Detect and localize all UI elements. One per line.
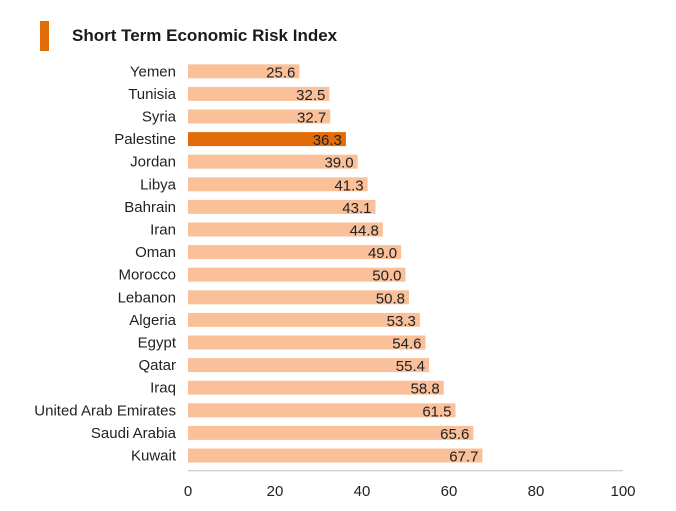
value-label: 49.0 — [368, 245, 397, 262]
value-label: 67.7 — [449, 449, 478, 466]
x-tick-label: 20 — [267, 483, 284, 500]
bar-jordan — [188, 154, 358, 169]
bar-yemen — [188, 64, 300, 79]
value-label: 50.0 — [372, 268, 401, 285]
x-tick-label: 100 — [610, 483, 635, 500]
bar-qatar — [188, 358, 429, 373]
category-label: Lebanon — [118, 289, 176, 306]
category-label: Oman — [135, 244, 176, 261]
x-tick-label: 80 — [528, 483, 545, 500]
bar-saudi-arabia — [188, 425, 474, 440]
value-label: 61.5 — [422, 403, 451, 420]
bar-iran — [188, 222, 383, 237]
category-label: Iraq — [150, 380, 176, 397]
value-label: 53.3 — [387, 313, 416, 330]
bar-bahrain — [188, 199, 376, 214]
category-label: Syria — [142, 109, 177, 126]
category-label: Bahrain — [124, 199, 176, 216]
bar-iraq — [188, 380, 444, 395]
bar-libya — [188, 177, 368, 192]
value-label: 39.0 — [324, 155, 353, 172]
value-label: 58.8 — [411, 381, 440, 398]
category-label: Egypt — [138, 335, 177, 352]
chart-title: Short Term Economic Risk Index — [72, 26, 338, 45]
bar-tunisia — [188, 86, 330, 101]
value-label: 25.6 — [266, 64, 295, 81]
bar-syria — [188, 109, 331, 124]
x-tick-label: 40 — [354, 483, 371, 500]
bar-lebanon — [188, 290, 409, 305]
value-label: 55.4 — [396, 358, 425, 375]
category-label: Jordan — [130, 154, 176, 171]
category-label: United Arab Emirates — [34, 402, 176, 419]
title-accent-bar — [40, 21, 49, 51]
x-tick-label: 60 — [441, 483, 458, 500]
value-label: 41.3 — [334, 177, 363, 194]
value-label: 54.6 — [392, 336, 421, 353]
category-label: Algeria — [129, 312, 176, 329]
category-label: Qatar — [138, 357, 176, 374]
bar-egypt — [188, 335, 426, 350]
category-label: Libya — [140, 176, 177, 193]
value-label: 32.7 — [297, 110, 326, 127]
value-label: 65.6 — [440, 426, 469, 443]
category-label: Tunisia — [128, 86, 176, 103]
category-label: Palestine — [114, 131, 176, 148]
bar-morocco — [188, 267, 406, 282]
value-label: 43.1 — [342, 200, 371, 217]
x-tick-label: 0 — [184, 483, 192, 500]
category-label: Morocco — [118, 267, 176, 284]
bar-algeria — [188, 312, 420, 327]
category-label: Iran — [150, 222, 176, 239]
value-label: 36.3 — [313, 132, 342, 149]
bar-kuwait — [188, 448, 483, 463]
bar-united-arab-emirates — [188, 403, 456, 418]
category-label: Saudi Arabia — [91, 425, 177, 442]
value-label: 32.5 — [296, 87, 325, 104]
category-label: Yemen — [130, 63, 176, 80]
value-label: 44.8 — [350, 223, 379, 240]
bar-oman — [188, 245, 402, 260]
value-label: 50.8 — [376, 290, 405, 307]
bar-palestine — [188, 132, 346, 147]
chart-header: Short Term Economic Risk Index — [40, 21, 337, 51]
category-label: Kuwait — [131, 448, 177, 465]
